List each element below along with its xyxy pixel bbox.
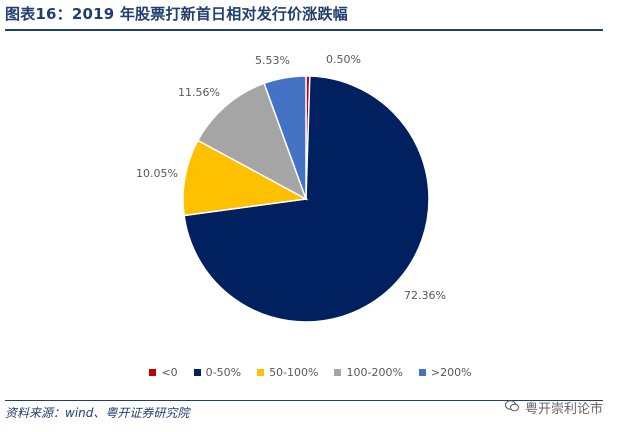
legend-item-4: >200% xyxy=(418,366,472,379)
chart-legend: <0 0-50% 50-100% 100-200% >200% xyxy=(0,366,621,379)
pie-chart: 0.50% 72.36% 10.05% 11.56% 5.53% xyxy=(136,53,446,323)
legend-swatch-2 xyxy=(257,369,265,376)
legend-swatch-4 xyxy=(418,369,426,376)
pie-slice-4 xyxy=(263,75,307,200)
slice-label-3: 11.56% xyxy=(178,86,220,99)
legend-label-2: 50-100% xyxy=(269,366,319,379)
watermark-text: 粤开崇利论市 xyxy=(524,402,603,417)
legend-item-1: 0-50% xyxy=(193,366,242,379)
watermark: 粤开崇利论市 xyxy=(504,398,603,417)
legend-label-4: >200% xyxy=(430,366,472,379)
legend-swatch-3 xyxy=(334,369,342,376)
legend-swatch-1 xyxy=(193,369,201,376)
legend-label-1: 0-50% xyxy=(205,366,242,379)
pie-slice-3 xyxy=(196,82,308,201)
pie-slice-2 xyxy=(182,139,309,217)
slice-label-4: 5.53% xyxy=(255,54,290,67)
title-divider xyxy=(5,29,603,31)
legend-label-0: <0 xyxy=(161,366,178,379)
legend-item-3: 100-200% xyxy=(334,366,403,379)
slice-label-1: 72.36% xyxy=(404,289,446,302)
legend-item-2: 50-100% xyxy=(257,366,318,379)
source-note: 资料来源：wind、粤开证券研究院 xyxy=(5,406,190,420)
footer-divider xyxy=(5,400,603,401)
legend-item-0: <0 xyxy=(149,366,178,379)
legend-swatch-0 xyxy=(149,369,157,376)
slice-label-2: 10.05% xyxy=(136,167,178,180)
chart-title: 图表16：2019 年股票打新首日相对发行价涨跌幅 xyxy=(5,5,348,23)
legend-label-3: 100-200% xyxy=(346,366,403,379)
slice-label-0: 0.50% xyxy=(326,53,361,66)
wechat-icon xyxy=(504,399,519,416)
